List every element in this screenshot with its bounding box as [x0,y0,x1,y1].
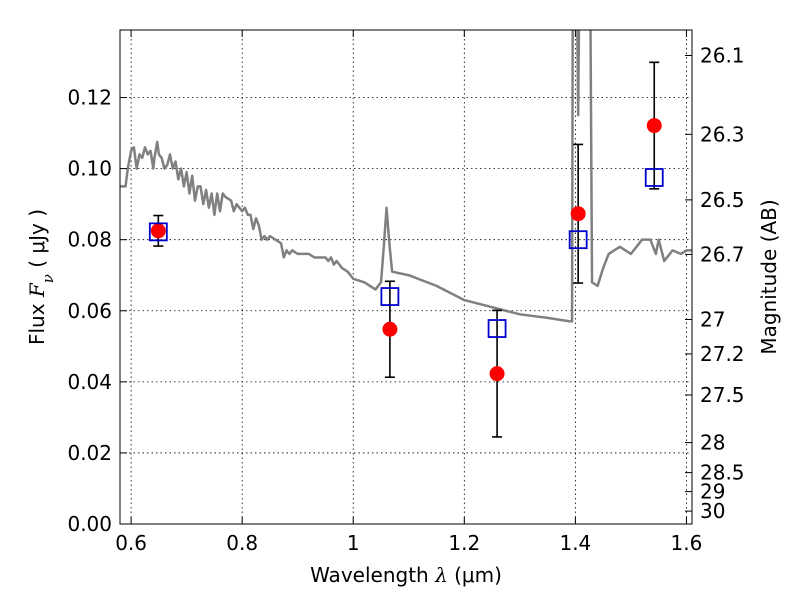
y2-tick-label: 27.5 [700,383,745,407]
x-tick-label: 0.6 [115,531,147,555]
observed-point [646,118,662,134]
points-layer [148,118,664,382]
y2-tick-label: 28 [700,431,725,455]
x-axis-ticks: 0.6 0.8 1 1.2 1.4 1.6 [115,30,702,555]
y2-tick-label: 26.5 [700,188,745,212]
observed-point [382,321,398,337]
y-tick-label: 0.06 [67,299,112,323]
model-band-point [644,168,664,187]
observed-point [570,206,586,222]
y2-tick-label: 28.5 [700,461,745,485]
x-axis-label: Wavelength λ (μm) [310,563,502,587]
plot-frame [119,29,693,525]
y-axis-ticks: 0.00 0.02 0.04 0.06 0.08 0.10 0.12 [67,86,127,536]
x-tick-label: 1.6 [671,531,703,555]
x-tick-label: 1 [347,531,360,555]
y2-tick-label: 27.2 [700,342,745,366]
x-tick-label: 1.2 [448,531,480,555]
x-tick-label: 0.8 [226,531,258,555]
y2-tick-label: 26.1 [700,43,745,67]
spectrum-layer [120,30,692,323]
y2-axis-label: Magnitude (AB) [757,199,781,354]
y-tick-label: 0.12 [67,86,112,110]
y-axis-label: Flux Fν ( μJy ) [25,209,57,345]
y2-tick-label: 29 [700,480,725,504]
x-tick-label: 1.4 [559,531,591,555]
y-tick-label: 0.04 [67,370,112,394]
model-band-point [380,287,400,306]
y2-tick-label: 26.3 [700,122,745,146]
y2-tick-label: 30 [700,499,725,523]
y-tick-label: 0.10 [67,157,112,181]
y-tick-label: 0.02 [67,441,112,465]
model-band-point [148,222,168,242]
y2-tick-label: 26.7 [700,242,745,266]
y2-tick-label: 27 [700,307,725,331]
model-band-point [568,230,588,250]
model-band-point [487,319,507,338]
y-tick-label: 0.08 [67,228,112,252]
observed-point [489,366,505,382]
observed-point [150,223,166,239]
spectrum-line [120,30,692,323]
y-tick-label: 0.00 [67,512,112,536]
